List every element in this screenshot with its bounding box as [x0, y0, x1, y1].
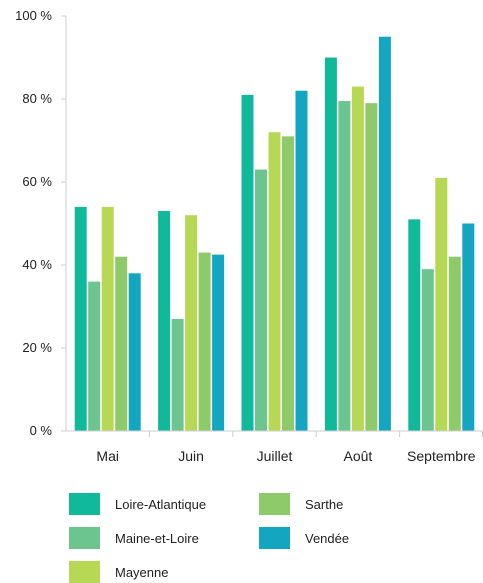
bar-vend-e-0 — [128, 273, 141, 431]
bar-loire-atlantique-3 — [324, 57, 337, 431]
y-tick-label: 60 % — [22, 174, 52, 189]
y-tick-label: 0 % — [30, 423, 53, 438]
legend-item-loire-atlantique: Loire-Atlantique — [69, 493, 206, 515]
bar-sarthe-1 — [198, 252, 211, 431]
y-tick-label: 40 % — [22, 257, 52, 272]
y-tick-label: 80 % — [22, 91, 52, 106]
bar-sarthe-3 — [365, 103, 378, 432]
bar-mayenne-1 — [185, 215, 198, 431]
legend-swatch-sarthe — [259, 493, 290, 515]
bar-maine-et-loire-3 — [338, 101, 351, 431]
bar-vend-e-1 — [212, 254, 225, 431]
bar-vend-e-3 — [378, 36, 391, 431]
x-tick-label: Juin — [178, 448, 204, 464]
bar-chart: 0 % 20 % 40 % 60 % 80 % 100 % Mai Juin Juillet Ao… — [15, 8, 483, 464]
x-tick-label: Juillet — [257, 448, 293, 464]
bar-mayenne-2 — [268, 132, 281, 431]
bar-vend-e-2 — [295, 90, 308, 431]
bar-sarthe-0 — [115, 256, 128, 431]
y-tick-label: 100 % — [15, 8, 52, 23]
legend-label-sarthe: Sarthe — [305, 496, 344, 512]
y-tick-label: 20 % — [22, 340, 52, 355]
x-tick-label: Août — [343, 448, 372, 464]
legend-item-maine-et-loire: Maine-et-Loire — [69, 527, 199, 549]
legend-item-sarthe: Sarthe — [259, 493, 343, 515]
x-tick-label: Mai — [96, 448, 119, 464]
legend-label-mayenne: Mayenne — [115, 564, 169, 580]
bar-maine-et-loire-1 — [171, 318, 184, 431]
bar-mayenne-3 — [351, 86, 364, 432]
bar-sarthe-2 — [282, 136, 294, 431]
bar-loire-atlantique-4 — [408, 219, 421, 431]
legend-label-loire-atlantique: Loire-Atlantique — [115, 496, 207, 512]
legend-swatch-loire-atlantique — [69, 493, 100, 515]
bar-maine-et-loire-0 — [88, 281, 101, 431]
bar-maine-et-loire-4 — [421, 269, 434, 431]
legend-swatch-vendee — [259, 527, 290, 549]
bar-loire-atlantique-0 — [74, 206, 87, 431]
bar-loire-atlantique-1 — [158, 211, 171, 431]
bar-mayenne-4 — [435, 177, 448, 431]
legend-label-maine-et-loire: Maine-et-Loire — [115, 530, 199, 546]
legend-swatch-maine-et-loire — [69, 527, 100, 549]
bar-maine-et-loire-2 — [255, 169, 267, 432]
legend-label-vendee: Vendée — [305, 530, 350, 546]
legend-item-vendee: Vendée — [259, 527, 349, 549]
x-tick-label: Septembre — [407, 448, 476, 464]
bar-vend-e-4 — [462, 223, 475, 431]
bar-mayenne-0 — [101, 206, 114, 431]
bar-sarthe-4 — [448, 256, 461, 431]
bar-loire-atlantique-2 — [241, 94, 254, 431]
